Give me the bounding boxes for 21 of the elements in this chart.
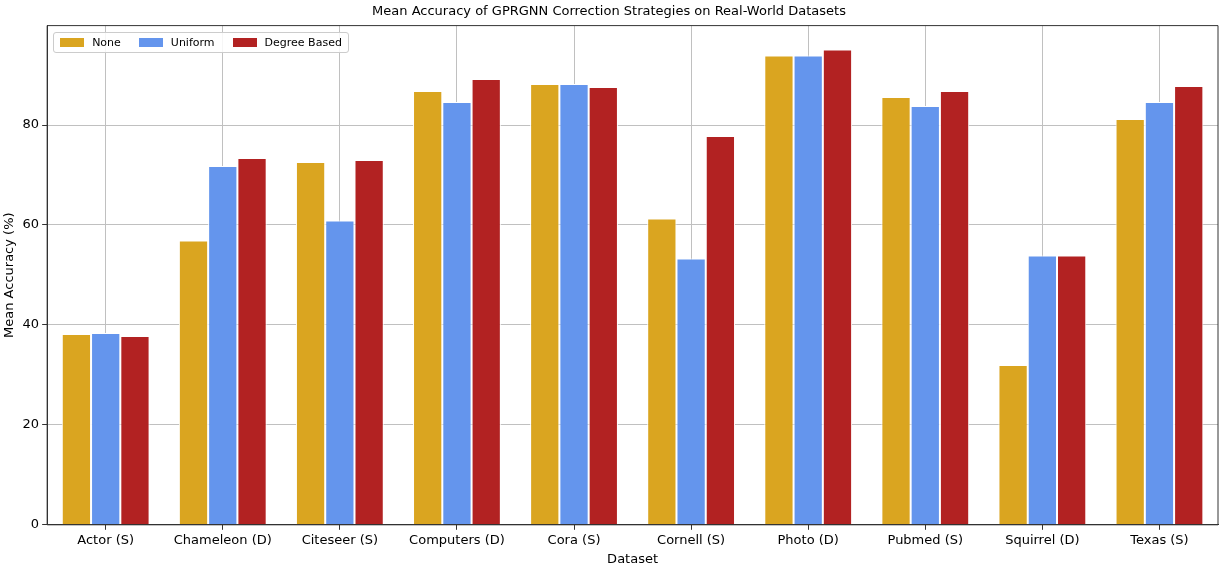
- x-tick-label: Cora (S): [547, 531, 601, 547]
- y-tick-label: 20: [22, 416, 40, 432]
- legend-label: None: [92, 35, 121, 49]
- legend-label: Uniform: [170, 35, 215, 49]
- x-tick-label: Computers (D): [409, 531, 505, 547]
- x-tick-label: Pubmed (S): [887, 531, 964, 547]
- x-tick-label: Cornell (S): [657, 531, 726, 547]
- y-tick-label: 80: [22, 116, 40, 132]
- legend-label: Degree Based: [264, 35, 342, 49]
- y-tick-label: 40: [22, 316, 40, 332]
- chart-title: Mean Accuracy of GPRGNN Correction Strategies on Real-World Datasets: [372, 3, 847, 19]
- x-tick-label: Citeseer (S): [301, 531, 379, 547]
- x-tick-label: Squirrel (D): [1005, 531, 1080, 547]
- y-axis-title: Mean Accuracy (%): [1, 212, 17, 338]
- y-tick-label: 60: [22, 216, 40, 232]
- x-tick-label: Actor (S): [77, 531, 135, 547]
- x-tick-label: Chameleon (D): [173, 531, 272, 547]
- x-tick-label: Photo (D): [777, 531, 839, 547]
- x-tick-label: Texas (S): [1129, 531, 1189, 547]
- y-tick-label: 0: [30, 516, 40, 532]
- x-axis-title: Dataset: [607, 550, 659, 566]
